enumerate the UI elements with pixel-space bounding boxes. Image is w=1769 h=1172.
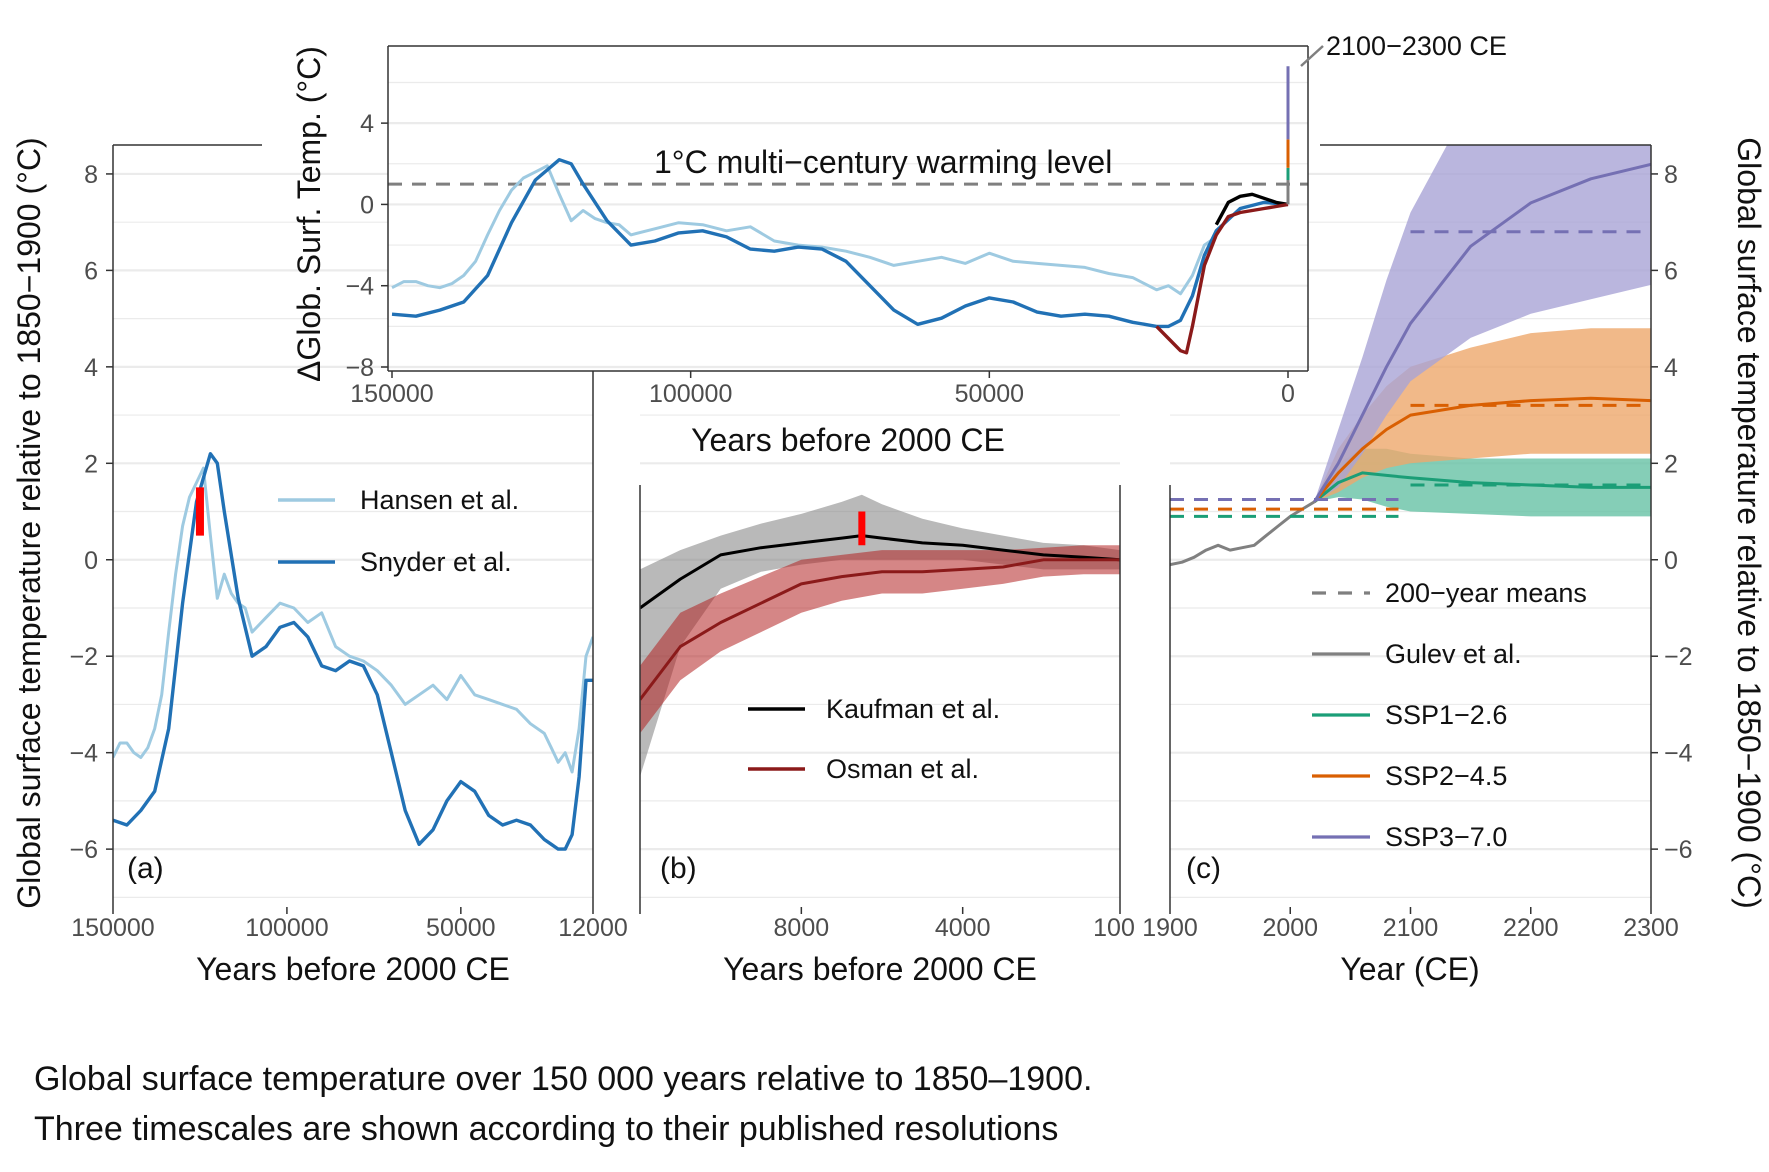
x-tick-label: 2100 <box>1383 914 1439 942</box>
x-tick-label: 1900 <box>1142 914 1198 942</box>
x-tick-label: 50000 <box>426 914 496 942</box>
y-tick-label: 6 <box>84 257 98 285</box>
panel-c-plot <box>1170 145 1651 567</box>
panel-label: (c) <box>1186 852 1221 885</box>
y-tick-label-right: −4 <box>1664 740 1693 768</box>
inset-y-tick-label: −4 <box>345 273 374 301</box>
legend-label-kaufman-et-al: Kaufman et al. <box>826 694 1000 724</box>
legend-label-200-year-means: 200−year means <box>1385 578 1587 608</box>
inset-y-tick-label: −8 <box>345 354 374 382</box>
band-ssp3-7-0 <box>1314 145 1651 502</box>
legend-label-snyder-et-al: Snyder et al. <box>360 547 512 577</box>
inset-y-tick-label: 0 <box>360 191 374 219</box>
inset-series-kaufman-et-al <box>1214 192 1289 226</box>
panel-c: 1900 2000 2100 2200 2300 −6 −4 −2 0 2 4 6 8 Year (CE)… <box>1142 137 1767 987</box>
panel-label: (b) <box>660 852 697 885</box>
series-ssp2-4-5 <box>1313 396 1651 503</box>
x-tick-label: 100 <box>1093 914 1135 942</box>
series-snyder-et-al <box>113 452 593 851</box>
y-tick-label-right: −2 <box>1664 643 1693 671</box>
legend-label-hansen-et-al: Hansen et al. <box>360 485 519 515</box>
inset-x-tick-label: 0 <box>1281 380 1295 408</box>
inset-x-axis-title: Years before 2000 CE <box>691 422 1005 458</box>
inset-y-tick-label: 4 <box>360 110 374 138</box>
inset-series-osman-et-al <box>1155 202 1289 355</box>
y-tick-label-right: 4 <box>1664 354 1678 382</box>
x-axis-title: Years before 2000 CE <box>196 951 510 987</box>
band-kaufman-et-al <box>640 494 1120 777</box>
x-tick-label: 2000 <box>1262 914 1318 942</box>
series-hansen-et-al <box>113 466 593 774</box>
legend-label-ssp2-4-5: SSP2−4.5 <box>1385 761 1507 791</box>
x-tick-label: 100000 <box>245 914 328 942</box>
inset-x-tick-label: 150000 <box>350 380 433 408</box>
x-tick-label: 2200 <box>1503 914 1559 942</box>
figure-caption: Global surface temperature over 150 000 … <box>34 1054 1092 1154</box>
x-tick-label: 12000 <box>558 914 628 942</box>
y-tick-label-right: 8 <box>1664 161 1678 189</box>
legend-label-ssp1-2-6: SSP1−2.6 <box>1385 700 1507 730</box>
y-tick-label: −2 <box>69 643 98 671</box>
inset-panel: 150000 100000 50000 0 −8 −4 0 4 Years before 200… <box>291 31 1507 458</box>
x-tick-label: 8000 <box>774 914 830 942</box>
panel-a-plot <box>113 452 593 851</box>
y-tick-label: −6 <box>69 836 98 864</box>
legend-label-osman-et-al: Osman et al. <box>826 754 979 784</box>
panel-b-plot <box>640 494 1120 777</box>
series-kaufman-et-al <box>640 534 1120 610</box>
band-osman-et-al <box>640 545 1120 734</box>
y-tick-label-right: 0 <box>1664 547 1678 575</box>
annotation-leader <box>1300 45 1324 67</box>
y-tick-label: −4 <box>69 740 98 768</box>
caption-line-1: Global surface temperature over 150 000 … <box>34 1060 1093 1098</box>
inset-series-hansen-et-al <box>391 164 1218 296</box>
series-ssp1-2-6 <box>1313 471 1651 504</box>
inset-background <box>388 46 1308 371</box>
y-tick-label: 0 <box>84 547 98 575</box>
series-osman-et-al <box>640 558 1120 701</box>
x-axis-title: Years before 2000 CE <box>723 951 1037 987</box>
x-tick-label: 2300 <box>1623 914 1679 942</box>
warming-level-label: 1°C multi−century warming level <box>654 144 1112 180</box>
y-tick-label: 4 <box>84 354 98 382</box>
x-tick-label: 4000 <box>935 914 991 942</box>
y-axis-title: Global surface temperature relative to 1… <box>11 137 47 908</box>
inset-plot <box>388 66 1308 355</box>
panel-label: (a) <box>127 852 164 885</box>
x-tick-label: 150000 <box>71 914 154 942</box>
legend-label-ssp3-7-0: SSP3−7.0 <box>1385 822 1507 852</box>
legend-label-gulev-et-al: Gulev et al. <box>1385 639 1522 669</box>
y-axis-title-right: Global surface temperature relative to 1… <box>1731 137 1767 908</box>
y-tick-label: 8 <box>84 161 98 189</box>
band-ssp2-4-5 <box>1314 328 1651 502</box>
inset-x-tick-label: 100000 <box>649 380 732 408</box>
y-tick-label-right: −6 <box>1664 836 1693 864</box>
series-ssp3-7-0 <box>1313 162 1651 503</box>
y-tick-label-right: 2 <box>1664 450 1678 478</box>
annotation-2100-2300: 2100−2300 CE <box>1326 31 1507 61</box>
caption-line-2: Three timescales are shown according to … <box>34 1110 1059 1148</box>
inset-y-axis-title: ΔGlob. Surf. Temp. (°C) <box>291 46 327 382</box>
inset-series-snyder-et-al <box>391 158 1289 329</box>
inset-x-tick-label: 50000 <box>955 380 1025 408</box>
y-tick-label-right: 6 <box>1664 257 1678 285</box>
y-tick-label: 2 <box>84 450 98 478</box>
x-axis-title: Year (CE) <box>1340 951 1479 987</box>
